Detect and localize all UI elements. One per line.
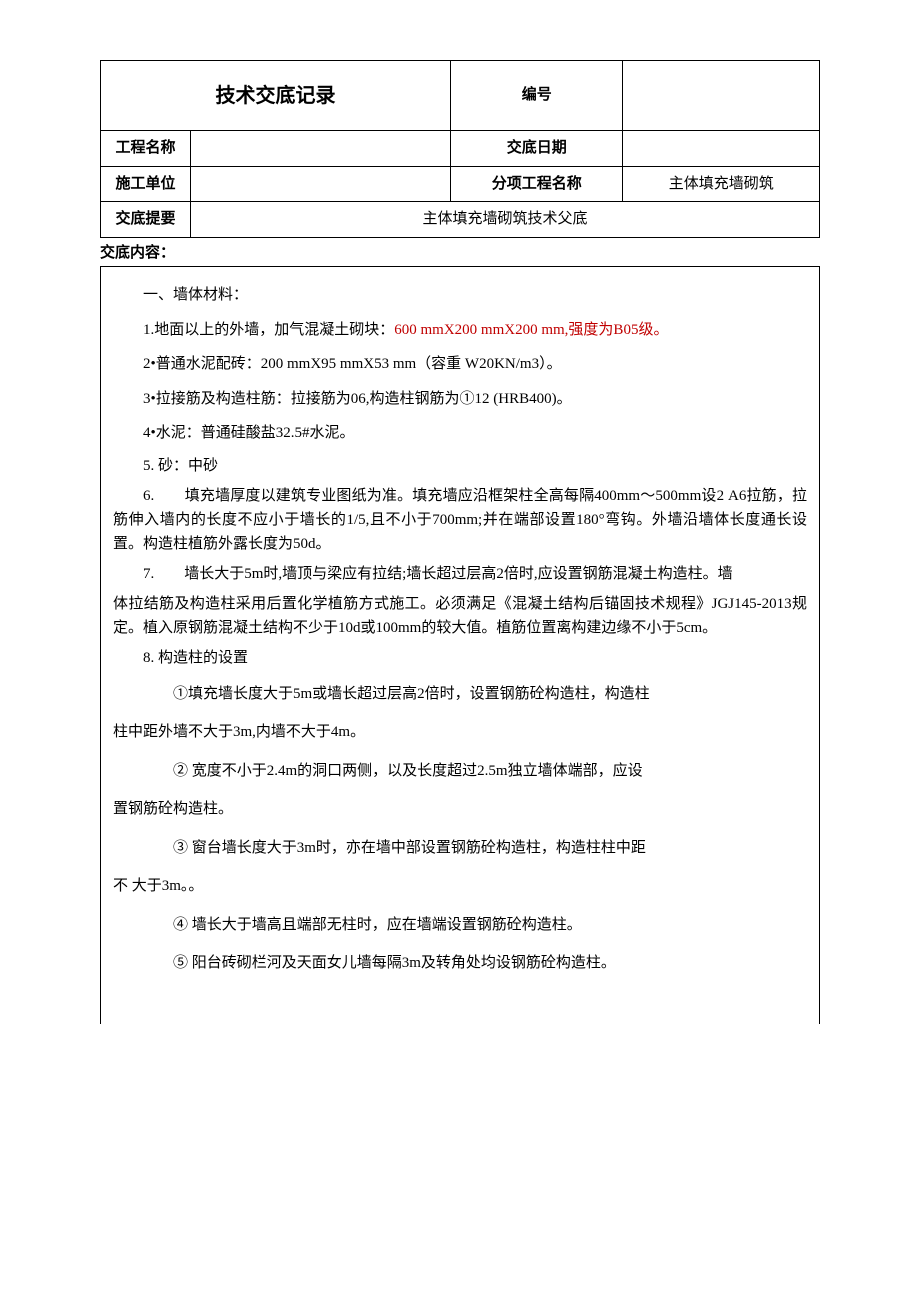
content-section-label: 交底内容： [100,242,820,265]
para-1: 1.地面以上的外墙，加气混凝土砌块：600 mmX200 mmX200 mm,强… [113,316,807,345]
subitem-label: 分项工程名称 [451,166,623,202]
doc-title: 技术交底记录 [101,61,451,131]
heading-materials: 一、墙体材料： [113,281,807,310]
para-7: 7. 墙长大于5m时,墙顶与梁应有拉结;墙长超过层高2倍时,应设置钢筋混凝土构造… [113,562,807,586]
project-name-label: 工程名称 [101,131,191,167]
para-2: 2•普通水泥配砖：200 mmX95 mmX53 mm（容重 W20KN/m3）… [113,350,807,379]
summary-value: 主体填充墙砌筑技术父底 [191,202,820,238]
subitem-value: 主体填充墙砌筑 [623,166,820,202]
construction-unit-value [191,166,451,202]
clause-1: ①填充墙长度大于5m或墙长超过层高2倍时，设置钢筋砼构造柱，构造柱 [113,680,807,709]
handover-date-label: 交底日期 [451,131,623,167]
para-8: 8. 构造柱的设置 [113,646,807,670]
number-value [623,61,820,131]
clause-3: ③ 窗台墙长度大于3m时，亦在墙中部设置钢筋砼构造柱，构造柱柱中距 [113,834,807,863]
handover-date-value [623,131,820,167]
clause-1b: 柱中距外墙不大于3m,内墙不大于4m。 [113,718,807,747]
para-4: 4•水泥：普通硅酸盐32.5#水泥。 [113,419,807,448]
clause-2: ② 宽度不小于2.4m的洞口两侧，以及长度超过2.5m独立墙体端部，应设 [113,757,807,786]
para-1-pre: 1.地面以上的外墙，加气混凝土砌块： [143,322,394,338]
para-7b: 体拉结筋及构造柱采用后置化学植筋方式施工。必须满足《混凝土结构后锚固技术规程》J… [113,592,807,640]
project-name-value [191,131,451,167]
clause-2b: 置钢筋砼构造柱。 [113,795,807,824]
para-1-red: 600 mmX200 mmX200 mm,强度为B05级。 [394,322,668,338]
summary-label: 交底提要 [101,202,191,238]
para-5: 5. 砂：中砂 [113,454,807,478]
number-label: 编号 [451,61,623,131]
content-body: 一、墙体材料： 1.地面以上的外墙，加气混凝土砌块：600 mmX200 mmX… [100,266,820,1024]
construction-unit-label: 施工单位 [101,166,191,202]
header-table: 技术交底记录 编号 工程名称 交底日期 施工单位 分项工程名称 主体填充墙砌筑 … [100,60,820,238]
clause-4: ④ 墙长大于墙高且端部无柱时，应在墙端设置钢筋砼构造柱。 [113,911,807,940]
clause-5: ⑤ 阳台砖砌栏河及天面女儿墙每隔3m及转角处均设钢筋砼构造柱。 [113,949,807,978]
para-6: 6. 填充墙厚度以建筑专业图纸为准。填充墙应沿框架柱全高每隔400mm～500m… [113,484,807,556]
clause-3b: 不 大于3m。。 [113,872,807,901]
para-3: 3•拉接筋及构造柱筋：拉接筋为06,构造柱钢筋为①12 (HRB400)。 [113,385,807,414]
